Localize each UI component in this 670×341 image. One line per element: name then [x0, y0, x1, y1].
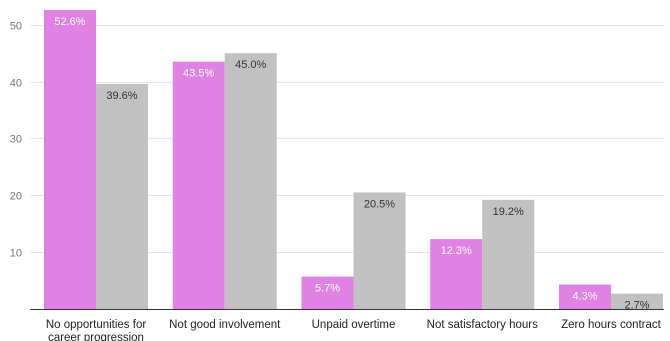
y-axis: 10 20 30 40 50 — [10, 21, 22, 260]
y-tick-label: 30 — [10, 134, 22, 146]
data-label: 12.3% — [441, 245, 472, 257]
data-label: 5.7% — [315, 283, 340, 295]
bar-series-1-category-4 — [430, 239, 483, 309]
x-tick-label: Unpaid overtime — [312, 319, 396, 331]
x-tick-label-line: Unpaid overtime — [312, 319, 396, 331]
bars — [44, 9, 663, 309]
x-tick-label: Zero hours contract — [561, 319, 662, 331]
y-tick-label: 40 — [10, 78, 22, 90]
data-label: 43.5% — [183, 68, 214, 80]
x-tick-label: No opportunities for career progression — [46, 319, 147, 341]
x-tick-label-line: Not satisfactory hours — [427, 319, 538, 331]
x-axis: No opportunities for career progressionNo… — [30, 309, 664, 341]
bar-series-1-category-2 — [172, 61, 225, 309]
y-tick-label: 50 — [10, 21, 22, 33]
data-label: 20.5% — [364, 198, 395, 210]
x-tick-label-line: career progression — [48, 332, 144, 341]
data-label: 52.6% — [54, 16, 85, 28]
bar-series-1-category-1 — [44, 9, 96, 309]
data-label: 45.0% — [235, 59, 266, 71]
bar-series-1-category-3 — [301, 276, 354, 309]
bar-series-2-category-3 — [353, 192, 406, 309]
bar-series-2-category-5 — [611, 293, 663, 309]
x-tick-label: Not good involvement — [169, 319, 281, 331]
data-labels: 52.6% 39.6% 43.5% 45.0% 5.7% 20.5% 12.3% 19.2% 4… — [54, 16, 649, 312]
data-label: 19.2% — [493, 206, 524, 218]
bar-series-2-category-1 — [96, 83, 148, 309]
data-label: 4.3% — [572, 291, 597, 303]
bar-series-2-category-4 — [482, 199, 535, 309]
x-tick-label-line: No opportunities for — [46, 319, 147, 331]
data-label: 39.6% — [106, 90, 137, 102]
x-tick-label: Not satisfactory hours — [427, 319, 538, 331]
y-tick-label: 20 — [10, 191, 22, 203]
y-tick-label: 10 — [10, 248, 22, 260]
bar-series-1-category-5 — [559, 284, 611, 309]
x-tick-label-line: Not good involvement — [169, 319, 281, 331]
x-tick-label-line: Zero hours contract — [561, 319, 662, 331]
data-label: 2.7% — [624, 300, 649, 312]
bar-series-2-category-2 — [224, 53, 277, 309]
